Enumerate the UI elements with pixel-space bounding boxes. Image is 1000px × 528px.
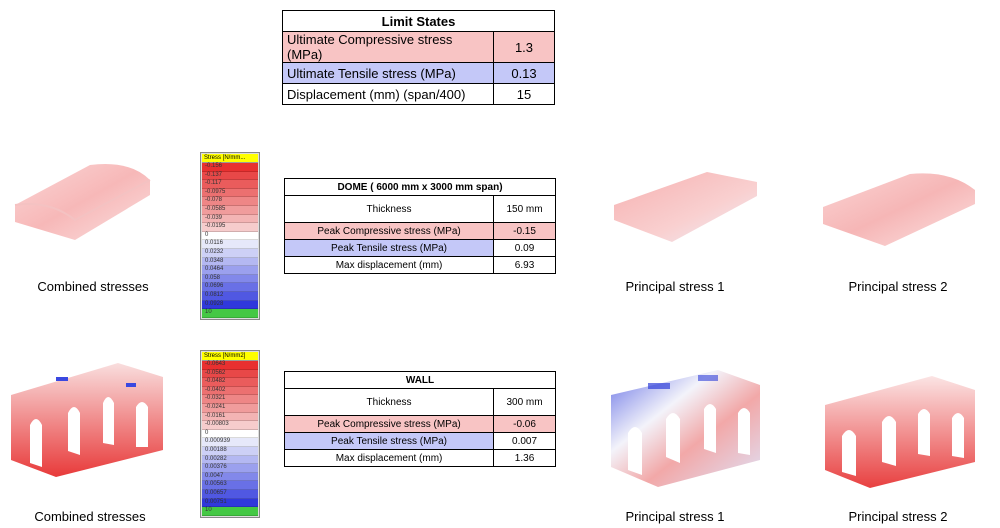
legend-entry: 0.00657 xyxy=(202,489,258,499)
legend-entry: 0.0348 xyxy=(202,257,258,267)
legend-entry: -0.0975 xyxy=(202,188,258,198)
table-row: Displacement (mm) (span/400) 15 xyxy=(282,83,555,105)
legend-entry: 0.0696 xyxy=(202,283,258,292)
row-label: Peak Compressive stress (MPa) xyxy=(283,222,495,240)
legend-entry: 10 xyxy=(202,309,258,318)
thickness-value: 150 mm xyxy=(493,195,556,223)
legend-entry: 0.058 xyxy=(202,274,258,284)
table-row: Peak Tensile stress (MPa) 0.09 xyxy=(283,239,556,257)
legend-entry: 0.00282 xyxy=(202,455,258,465)
row-label: Ultimate Compressive stress (MPa) xyxy=(282,31,494,63)
legend-entry: -0.0402 xyxy=(202,386,258,396)
wall-table-title: WALL xyxy=(284,371,556,389)
row-label: Peak Tensile stress (MPa) xyxy=(283,432,495,450)
row-value: 6.93 xyxy=(493,256,556,274)
legend-entry: -0.039 xyxy=(202,214,258,224)
wall-stress-legend: Stress [N/mm2] -0.0643 -0.0562 -0.0482 -0.0… xyxy=(200,350,260,518)
table-row: Max displacement (mm) 1.36 xyxy=(283,449,556,467)
row-value: 0.13 xyxy=(493,62,555,84)
wall-principal2-render xyxy=(825,376,975,488)
table-row: Peak Tensile stress (MPa) 0.007 xyxy=(283,432,556,450)
row-label: Displacement (mm) (span/400) xyxy=(282,83,494,105)
limit-states-table: Limit States Ultimate Compressive stress… xyxy=(282,10,555,105)
dome-principal1-render xyxy=(614,172,757,242)
legend-entry: 0.00376 xyxy=(202,464,258,473)
legend-entry: -0.0321 xyxy=(202,395,258,404)
legend-entry: 0.00751 xyxy=(202,498,258,508)
row-value: 1.3 xyxy=(493,31,555,63)
dome-combined-render xyxy=(14,164,151,240)
legend-entry: -0.0482 xyxy=(202,378,258,387)
row-value: 0.09 xyxy=(493,239,556,257)
wall-principal1-render xyxy=(611,370,760,487)
row-value: 1.36 xyxy=(493,449,556,467)
legend-entry: -0.078 xyxy=(202,197,258,206)
wall-principal2-caption: Principal stress 2 xyxy=(848,509,948,524)
legend-entry: -0.137 xyxy=(202,171,258,181)
thickness-value: 300 mm xyxy=(493,388,556,416)
table-row: Max displacement (mm) 6.93 xyxy=(283,256,556,274)
legend-entry: 0.0116 xyxy=(202,240,258,249)
legend-entry: 0.0047 xyxy=(202,472,258,482)
row-label: Ultimate Tensile stress (MPa) xyxy=(282,62,494,84)
table-row: Peak Compressive stress (MPa) -0.06 xyxy=(283,415,556,433)
legend-entry: -0.0195 xyxy=(202,223,258,232)
wall-combined-caption: Combined stresses xyxy=(34,509,146,524)
legend-entry: 0.0928 xyxy=(202,300,258,310)
dome-principal2-render xyxy=(823,173,975,246)
row-value: -0.15 xyxy=(493,222,556,240)
legend-entry: 0 xyxy=(202,231,258,241)
legend-entry: -0.156 xyxy=(202,163,258,172)
dome-results-table: DOME ( 6000 mm x 3000 mm span) Thickness… xyxy=(283,178,556,274)
legend-entry: -0.0241 xyxy=(202,403,258,413)
row-value: -0.06 xyxy=(493,415,556,433)
legend-entry: 0.000939 xyxy=(202,438,258,447)
wall-combined-render xyxy=(11,363,163,477)
row-label: Peak Tensile stress (MPa) xyxy=(283,239,495,257)
table-row: Peak Compressive stress (MPa) -0.15 xyxy=(283,222,556,240)
wall-principal1-caption: Principal stress 1 xyxy=(625,509,725,524)
thickness-label: Thickness xyxy=(283,195,495,223)
legend-entry: -0.0643 xyxy=(202,361,258,370)
legend-title: Stress [N/mm... xyxy=(202,154,258,163)
legend-entry: -0.117 xyxy=(202,180,258,189)
legend-entry: 0.0464 xyxy=(202,266,258,275)
row-label: Max displacement (mm) xyxy=(283,449,495,467)
legend-entry: -0.0562 xyxy=(202,369,258,379)
legend-entry: -0.0585 xyxy=(202,205,258,215)
legend-entry: -0.00803 xyxy=(202,421,258,430)
row-label: Max displacement (mm) xyxy=(283,256,495,274)
table-row: Ultimate Tensile stress (MPa) 0.13 xyxy=(282,62,555,84)
thickness-label: Thickness xyxy=(283,388,495,416)
dome-combined-caption: Combined stresses xyxy=(37,279,149,294)
legend-entry: 0 xyxy=(202,429,258,439)
legend-entry: 0.00563 xyxy=(202,481,258,490)
dome-stress-legend: Stress [N/mm... -0.156 -0.137 -0.117 -0.097… xyxy=(200,152,260,320)
legend-title: Stress [N/mm2] xyxy=(202,352,258,361)
legend-entry: 0.00188 xyxy=(202,446,258,456)
limit-states-title: Limit States xyxy=(282,10,555,32)
legend-entry: -0.0161 xyxy=(202,412,258,422)
dome-principal2-caption: Principal stress 2 xyxy=(848,279,948,294)
legend-entry: 0.0812 xyxy=(202,291,258,301)
row-label: Peak Compressive stress (MPa) xyxy=(283,415,495,433)
legend-entry: 0.0232 xyxy=(202,248,258,258)
table-row: Ultimate Compressive stress (MPa) 1.3 xyxy=(282,31,555,63)
dome-table-title: DOME ( 6000 mm x 3000 mm span) xyxy=(284,178,556,196)
dome-principal1-caption: Principal stress 1 xyxy=(625,279,725,294)
row-value: 15 xyxy=(493,83,555,105)
legend-entry: 10 xyxy=(202,507,258,516)
row-value: 0.007 xyxy=(493,432,556,450)
wall-results-table: WALL Thickness 300 mm Peak Compressive s… xyxy=(283,371,556,467)
